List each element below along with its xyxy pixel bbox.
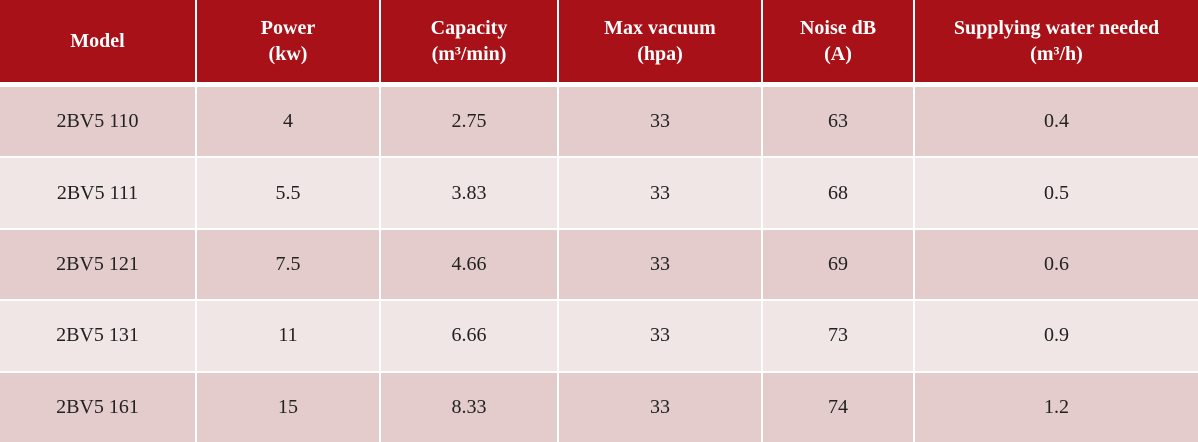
cell-noise: 69 <box>762 228 915 302</box>
cell-capacity: 6.66 <box>380 300 559 373</box>
column-header-water-needed: Supplying water needed (m³/h) <box>914 0 1198 87</box>
column-header-power: Power (kw) <box>196 0 381 87</box>
cell-model: 2BV5 121 <box>0 228 197 302</box>
cell-water-needed: 0.5 <box>914 157 1198 230</box>
cell-max-vacuum: 33 <box>558 157 763 230</box>
cell-power: 7.5 <box>196 228 381 302</box>
cell-water-needed: 0.6 <box>914 228 1198 302</box>
cell-max-vacuum: 33 <box>558 228 763 302</box>
cell-model: 2BV5 110 <box>0 84 197 159</box>
cell-model: 2BV5 111 <box>0 157 197 230</box>
cell-capacity: 3.83 <box>380 157 559 230</box>
table-row: 2BV5 131 11 6.66 33 73 0.9 <box>0 300 1198 373</box>
cell-model: 2BV5 131 <box>0 300 197 373</box>
table-header: Model Power (kw) Capacity (m³/min) Max v… <box>0 0 1198 87</box>
column-header-model: Model <box>0 0 197 87</box>
column-header-title: Supplying water needed <box>953 17 1160 39</box>
table-row: 2BV5 161 15 8.33 33 74 1.2 <box>0 371 1198 442</box>
table-body: 2BV5 110 4 2.75 33 63 0.4 2BV5 111 5.5 3… <box>0 84 1198 442</box>
column-header-title: Model <box>70 30 125 52</box>
cell-noise: 73 <box>762 300 915 373</box>
cell-water-needed: 0.9 <box>914 300 1198 373</box>
column-header-unit: (m³/h) <box>1030 43 1083 65</box>
cell-max-vacuum: 33 <box>558 300 763 373</box>
cell-max-vacuum: 33 <box>558 371 763 442</box>
column-header-unit: (kw) <box>268 43 308 65</box>
header-row: Model Power (kw) Capacity (m³/min) Max v… <box>0 0 1198 87</box>
cell-power: 4 <box>196 84 381 159</box>
table-row: 2BV5 121 7.5 4.66 33 69 0.6 <box>0 228 1198 302</box>
cell-capacity: 8.33 <box>380 371 559 442</box>
cell-water-needed: 0.4 <box>914 84 1198 159</box>
column-header-title: Max vacuum <box>604 17 716 39</box>
cell-max-vacuum: 33 <box>558 84 763 159</box>
cell-capacity: 2.75 <box>380 84 559 159</box>
cell-capacity: 4.66 <box>380 228 559 302</box>
table-row: 2BV5 110 4 2.75 33 63 0.4 <box>0 84 1198 159</box>
cell-water-needed: 1.2 <box>914 371 1198 442</box>
column-header-title: Capacity <box>430 17 508 39</box>
column-header-title: Noise dB <box>799 17 877 39</box>
cell-noise: 63 <box>762 84 915 159</box>
column-header-max-vacuum: Max vacuum (hpa) <box>558 0 763 87</box>
cell-power: 15 <box>196 371 381 442</box>
column-header-noise: Noise dB (A) <box>762 0 915 87</box>
cell-model: 2BV5 161 <box>0 371 197 442</box>
column-header-title: Power <box>260 17 316 39</box>
column-header-unit: (hpa) <box>637 43 683 65</box>
column-header-unit: (A) <box>824 43 852 65</box>
cell-power: 11 <box>196 300 381 373</box>
cell-noise: 74 <box>762 371 915 442</box>
table-row: 2BV5 111 5.5 3.83 33 68 0.5 <box>0 157 1198 230</box>
column-header-unit: (m³/min) <box>431 43 507 65</box>
cell-noise: 68 <box>762 157 915 230</box>
cell-power: 5.5 <box>196 157 381 230</box>
column-header-capacity: Capacity (m³/min) <box>380 0 559 87</box>
